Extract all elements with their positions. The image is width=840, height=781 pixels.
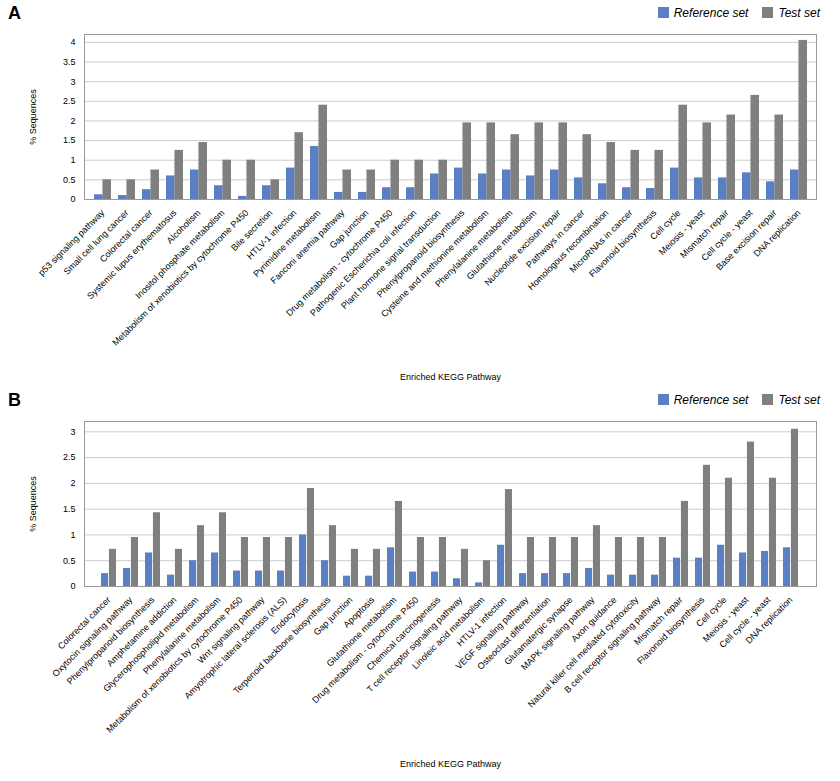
svg-text:Fanconi anemia pathway: Fanconi anemia pathway <box>268 207 347 286</box>
svg-text:Phenylalanine metabolism: Phenylalanine metabolism <box>141 594 223 677</box>
svg-text:Natural killer cell mediated c: Natural killer cell mediated cytotoxicit… <box>526 594 641 709</box>
svg-text:Gap junction: Gap junction <box>311 594 355 638</box>
svg-text:Amyotrophic lateral sclerosis: Amyotrophic lateral sclerosis (ALS) <box>182 594 289 701</box>
svg-text:VEGF signaling pathway: VEGF signaling pathway <box>453 594 531 672</box>
svg-text:Cell cycle: Cell cycle <box>648 207 683 242</box>
svg-text:Mismatch repair: Mismatch repair <box>632 594 685 647</box>
svg-text:Nucleotide excision repair: Nucleotide excision repair <box>482 207 563 288</box>
svg-text:1.5: 1.5 <box>63 135 76 145</box>
svg-text:B cell receptor signaling path: B cell receptor signaling pathway <box>562 594 662 694</box>
svg-text:p53 signaling pathway: p53 signaling pathway <box>36 207 107 278</box>
svg-text:Pathways in cancer: Pathways in cancer <box>524 207 587 270</box>
svg-text:Terpenoid backbone biosynthesi: Terpenoid backbone biosynthesis <box>231 594 333 696</box>
svg-text:Phenylpropanoid biosynthesis: Phenylpropanoid biosynthesis <box>65 594 157 686</box>
svg-text:Phenylpropanoid biosynthesis: Phenylpropanoid biosynthesis <box>375 207 467 299</box>
svg-text:Drug metabolism - cytochrome P: Drug metabolism - cytochrome P450 <box>310 594 421 706</box>
svg-text:Linoleic acid metabolism: Linoleic acid metabolism <box>410 594 487 672</box>
svg-text:3.5: 3.5 <box>63 57 76 67</box>
svg-text:Wnt signaling pathway: Wnt signaling pathway <box>195 594 267 666</box>
svg-text:HTLV-1 infection: HTLV-1 infection <box>454 594 509 649</box>
svg-text:T cell receptor signaling path: T cell receptor signaling pathway <box>365 594 465 694</box>
svg-text:Small cell lung cancer: Small cell lung cancer <box>61 207 131 277</box>
html-text:Test set: Test set <box>778 6 820 20</box>
svg-text:HTLV-1 infection: HTLV-1 infection <box>244 207 299 262</box>
svg-text:0.5: 0.5 <box>63 175 76 185</box>
svg-text:Meiosis - yeast: Meiosis - yeast <box>700 594 751 645</box>
svg-text:Inositol phosphate metabolism: Inositol phosphate metabolism <box>133 208 226 301</box>
svg-text:Apoptosis: Apoptosis <box>341 594 377 630</box>
svg-text:Enriched KEGG Pathway: Enriched KEGG Pathway <box>400 759 502 769</box>
svg-text:Drug metabolism - cytochrome P: Drug metabolism - cytochrome P450 <box>284 208 394 318</box>
svg-text:DNA replication: DNA replication <box>744 595 795 646</box>
html-text:Reference set: Reference set <box>673 6 749 20</box>
svg-text:2: 2 <box>70 116 75 126</box>
svg-text:0: 0 <box>70 194 75 204</box>
html-text:Reference set: Reference set <box>673 393 749 407</box>
svg-text:Metabolism of xenobiotics by c: Metabolism of xenobiotics by cytochrome … <box>104 594 245 735</box>
svg-text:Cell cycle - yeast: Cell cycle - yeast <box>717 594 773 650</box>
svg-text:Colorectal cancer: Colorectal cancer <box>55 594 113 652</box>
svg-text:Gap junction: Gap junction <box>327 207 371 251</box>
svg-text:Plant hormone signal transduct: Plant hormone signal transduction <box>339 208 442 311</box>
svg-text:Metabolism of xenobiotics by c: Metabolism of xenobiotics by cytochrome … <box>110 208 250 348</box>
svg-text:3: 3 <box>70 77 75 87</box>
svg-text:Colorectal cancer: Colorectal cancer <box>97 207 155 265</box>
svg-text:3: 3 <box>70 427 75 437</box>
svg-text:Glutathione metabolism: Glutathione metabolism <box>324 594 399 669</box>
svg-text:Axon guidance: Axon guidance <box>569 594 619 644</box>
svg-text:Systemic lupus erythematosus: Systemic lupus erythematosus <box>85 207 179 302</box>
svg-text:Cell cycle - yeast: Cell cycle - yeast <box>699 207 755 263</box>
svg-text:MAPK signaling pathway: MAPK signaling pathway <box>519 594 597 673</box>
svg-text:Glutathione metabolism: Glutathione metabolism <box>464 207 539 282</box>
svg-text:Pathogenic Escherichia coli in: Pathogenic Escherichia coli infection <box>308 207 419 319</box>
svg-text:4: 4 <box>70 37 75 47</box>
svg-text:Homologous recombination: Homologous recombination <box>525 207 611 293</box>
svg-text:1: 1 <box>70 530 75 540</box>
svg-text:Base excision repair: Base excision repair <box>714 207 779 273</box>
svg-text:% Sequences: % Sequences <box>28 89 38 145</box>
svg-text:% Sequences: % Sequences <box>28 476 38 532</box>
svg-text:2: 2 <box>70 478 75 488</box>
html-text:Test set: Test set <box>778 393 820 407</box>
svg-text:Glutamatergic synapse: Glutamatergic synapse <box>502 594 575 667</box>
svg-text:Amphetamine addiction: Amphetamine addiction <box>104 594 179 669</box>
svg-text:1.5: 1.5 <box>63 504 76 514</box>
svg-text:Phenylalanine metabolism: Phenylalanine metabolism <box>433 207 515 290</box>
svg-text:Flavonoid biosynthesis: Flavonoid biosynthesis <box>635 594 707 666</box>
svg-text:Oxytocin signaling pathway: Oxytocin signaling pathway <box>50 594 135 679</box>
svg-text:0.5: 0.5 <box>63 556 76 566</box>
svg-text:1: 1 <box>70 155 75 165</box>
svg-text:Alcoholism: Alcoholism <box>164 207 203 246</box>
svg-text:Chemical carcinogenesis: Chemical carcinogenesis <box>364 594 443 673</box>
svg-text:MicroRNAs in cancer: MicroRNAs in cancer <box>567 207 635 275</box>
svg-text:Osteoclast differentiation: Osteoclast differentiation <box>475 594 553 672</box>
svg-text:2.5: 2.5 <box>63 96 76 106</box>
svg-text:2.5: 2.5 <box>63 452 76 462</box>
svg-text:Endocytosis: Endocytosis <box>269 594 311 637</box>
svg-text:Bile secretion: Bile secretion <box>229 207 275 253</box>
svg-text:Cell cycle: Cell cycle <box>694 594 729 629</box>
svg-text:Flavonoid biosynthesis: Flavonoid biosynthesis <box>587 207 659 279</box>
svg-text:Mismatch repair: Mismatch repair <box>678 207 731 260</box>
html-text:B: B <box>8 389 21 410</box>
svg-text:Cysteine and methionine metabo: Cysteine and methionine metabolism <box>379 208 490 319</box>
svg-text:Meiosis - yeast: Meiosis - yeast <box>656 207 707 258</box>
html-text:A: A <box>8 2 21 23</box>
svg-text:Pyrimidine metabolism: Pyrimidine metabolism <box>251 207 323 279</box>
svg-text:Enriched KEGG Pathway: Enriched KEGG Pathway <box>400 372 502 382</box>
svg-text:Glycerophospholipid metabolism: Glycerophospholipid metabolism <box>101 595 200 694</box>
svg-text:0: 0 <box>70 581 75 591</box>
svg-text:DNA replication: DNA replication <box>752 208 803 259</box>
